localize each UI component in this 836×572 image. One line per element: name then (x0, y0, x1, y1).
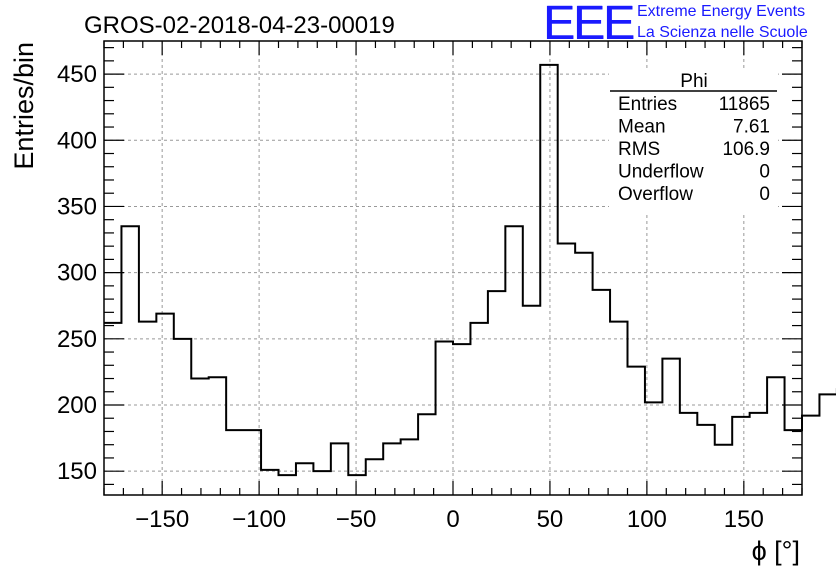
x-axis-label: ϕ [°] (752, 536, 800, 566)
logo-tagline-2: La Scienza nelle Scuole (637, 24, 808, 41)
axis-ticks (103, 41, 803, 495)
y-axis-label: Entries/bin (9, 42, 39, 170)
grid (104, 41, 802, 495)
stats-value: 7.61 (733, 117, 770, 138)
stats-label: Overflow (618, 184, 693, 205)
y-tick-label: 250 (57, 326, 97, 353)
y-tick-label: 200 (57, 392, 97, 419)
histogram-line (104, 63, 836, 477)
stats-value: 106.9 (722, 139, 770, 160)
x-tick-label: −50 (336, 506, 377, 533)
stats-label: Underflow (618, 162, 704, 183)
stats-box-frame (609, 71, 778, 213)
stats-title: Phi (680, 71, 707, 92)
y-tick-label: 150 (57, 458, 97, 485)
x-tick-label: 100 (627, 506, 667, 533)
x-tick-label: −100 (232, 506, 286, 533)
x-tick-label: 50 (537, 506, 564, 533)
y-tick-label: 400 (57, 127, 97, 154)
stats-value: 11865 (719, 94, 770, 115)
stats-value: 0 (759, 184, 770, 205)
x-tick-label: 0 (446, 506, 459, 533)
stats-value: 0 (759, 162, 770, 183)
x-tick-label: 150 (724, 506, 764, 533)
x-tick-label: −150 (135, 506, 189, 533)
stats-label: Mean (618, 117, 666, 138)
stats-box: Phi Entries 11865 Mean 7.61 RMS 106.9 Underflo… (609, 71, 778, 213)
y-tick-labels: 150 200 250 300 350 400 450 (57, 61, 97, 485)
stats-rows: Entries 11865 Mean 7.61 RMS 106.9 Underflow 0 Ov… (618, 94, 770, 205)
stats-label: RMS (618, 139, 660, 160)
y-tick-label: 450 (57, 61, 97, 88)
chart-title: GROS-02-2018-04-23-00019 (84, 12, 395, 39)
stats-label: Entries (618, 94, 677, 115)
y-tick-label: 350 (57, 193, 97, 220)
x-tick-labels: −150 −100 −50 0 50 100 150 (135, 506, 764, 533)
logo-tagline-1: Extreme Energy Events (637, 3, 806, 20)
y-tick-label: 300 (57, 260, 97, 287)
